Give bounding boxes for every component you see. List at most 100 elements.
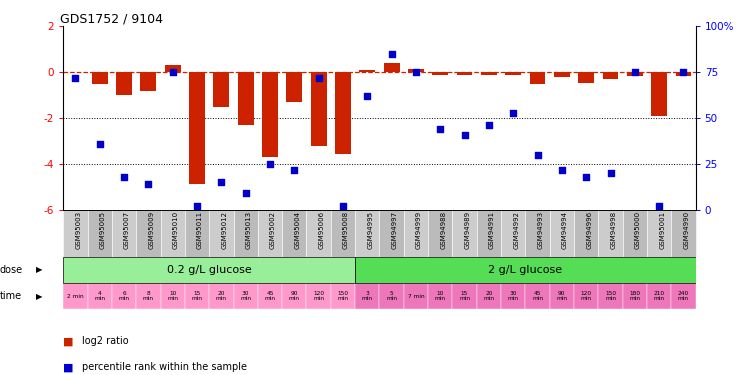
Text: 8
min: 8 min xyxy=(143,291,154,302)
Point xyxy=(629,69,641,75)
Point xyxy=(142,181,154,187)
Bar xyxy=(88,210,112,257)
Bar xyxy=(63,283,88,309)
Text: percentile rank within the sample: percentile rank within the sample xyxy=(82,363,247,372)
Text: time: time xyxy=(0,291,22,301)
Bar xyxy=(185,210,209,257)
Bar xyxy=(262,72,278,157)
Bar xyxy=(258,210,282,257)
Bar xyxy=(481,72,497,75)
Text: GSM95010: GSM95010 xyxy=(173,211,179,249)
Text: 90
min: 90 min xyxy=(557,291,568,302)
Text: GSM95009: GSM95009 xyxy=(148,211,154,249)
Point xyxy=(289,166,301,172)
Text: 20
min: 20 min xyxy=(484,291,495,302)
Text: GSM94988: GSM94988 xyxy=(440,211,446,249)
Bar xyxy=(209,283,234,309)
Bar xyxy=(647,283,671,309)
Text: log2 ratio: log2 ratio xyxy=(82,336,129,346)
Text: 10
min: 10 min xyxy=(167,291,179,302)
Text: GSM94989: GSM94989 xyxy=(464,211,470,249)
Bar xyxy=(164,65,181,72)
Bar xyxy=(116,72,132,95)
Point xyxy=(434,126,446,132)
Bar xyxy=(651,72,667,116)
Bar xyxy=(404,210,428,257)
Bar xyxy=(238,72,254,125)
Point xyxy=(653,203,665,209)
Point xyxy=(118,174,130,180)
Point xyxy=(191,203,203,209)
Text: GSM95013: GSM95013 xyxy=(246,211,251,249)
Bar xyxy=(550,283,574,309)
Text: GSM94999: GSM94999 xyxy=(416,211,422,249)
Bar xyxy=(623,210,647,257)
Bar xyxy=(258,283,282,309)
Text: GSM95003: GSM95003 xyxy=(75,211,81,249)
Point xyxy=(385,51,397,57)
Bar xyxy=(161,283,185,309)
Bar xyxy=(282,283,307,309)
Bar xyxy=(88,283,112,309)
Text: GSM95011: GSM95011 xyxy=(197,211,203,249)
Bar xyxy=(647,210,671,257)
Text: 15
min: 15 min xyxy=(459,291,470,302)
Bar xyxy=(530,72,545,84)
Bar xyxy=(477,283,501,309)
Text: 120
min: 120 min xyxy=(580,291,591,302)
Text: GSM95007: GSM95007 xyxy=(124,211,130,249)
Text: 45
min: 45 min xyxy=(532,291,543,302)
Bar xyxy=(671,210,696,257)
Text: 20
min: 20 min xyxy=(216,291,227,302)
Text: 5
min: 5 min xyxy=(386,291,397,302)
Text: 2 g/L glucose: 2 g/L glucose xyxy=(488,265,562,275)
Point xyxy=(216,180,228,186)
Text: GSM94994: GSM94994 xyxy=(562,211,568,249)
Bar xyxy=(574,210,598,257)
Text: 180
min: 180 min xyxy=(629,291,641,302)
Bar xyxy=(355,257,696,283)
Bar xyxy=(404,283,428,309)
Bar xyxy=(623,283,647,309)
Bar xyxy=(331,283,355,309)
Bar xyxy=(355,210,379,257)
Text: GSM94996: GSM94996 xyxy=(586,211,592,249)
Bar xyxy=(676,72,691,76)
Text: GSM94997: GSM94997 xyxy=(391,211,397,249)
Bar xyxy=(63,257,355,283)
Point xyxy=(531,152,543,158)
Text: GSM95002: GSM95002 xyxy=(270,211,276,249)
Bar xyxy=(307,283,331,309)
Text: 150
min: 150 min xyxy=(337,291,348,302)
Text: GSM94993: GSM94993 xyxy=(537,211,544,249)
Point xyxy=(167,69,179,75)
Bar xyxy=(452,210,477,257)
Text: GSM95001: GSM95001 xyxy=(659,211,665,249)
Text: 150
min: 150 min xyxy=(605,291,616,302)
Bar xyxy=(331,210,355,257)
Bar xyxy=(603,72,618,79)
Point xyxy=(678,69,690,75)
Point xyxy=(410,69,422,75)
Bar xyxy=(501,210,525,257)
Text: GSM94995: GSM94995 xyxy=(368,211,373,249)
Text: GDS1752 / 9104: GDS1752 / 9104 xyxy=(60,12,163,25)
Bar xyxy=(335,72,351,154)
Bar xyxy=(452,283,477,309)
Text: GSM94990: GSM94990 xyxy=(684,211,690,249)
Point xyxy=(240,190,251,196)
Point xyxy=(264,161,276,167)
Bar xyxy=(578,72,594,82)
Bar xyxy=(379,210,404,257)
Text: 0.2 g/L glucose: 0.2 g/L glucose xyxy=(167,265,251,275)
Bar xyxy=(185,283,209,309)
Text: ▶: ▶ xyxy=(36,266,42,274)
Text: ■: ■ xyxy=(63,363,74,372)
Bar xyxy=(501,283,525,309)
Text: 2 min: 2 min xyxy=(67,294,84,299)
Bar xyxy=(63,210,88,257)
Bar xyxy=(286,72,302,102)
Point xyxy=(556,166,568,172)
Bar xyxy=(136,283,161,309)
Bar xyxy=(477,210,501,257)
